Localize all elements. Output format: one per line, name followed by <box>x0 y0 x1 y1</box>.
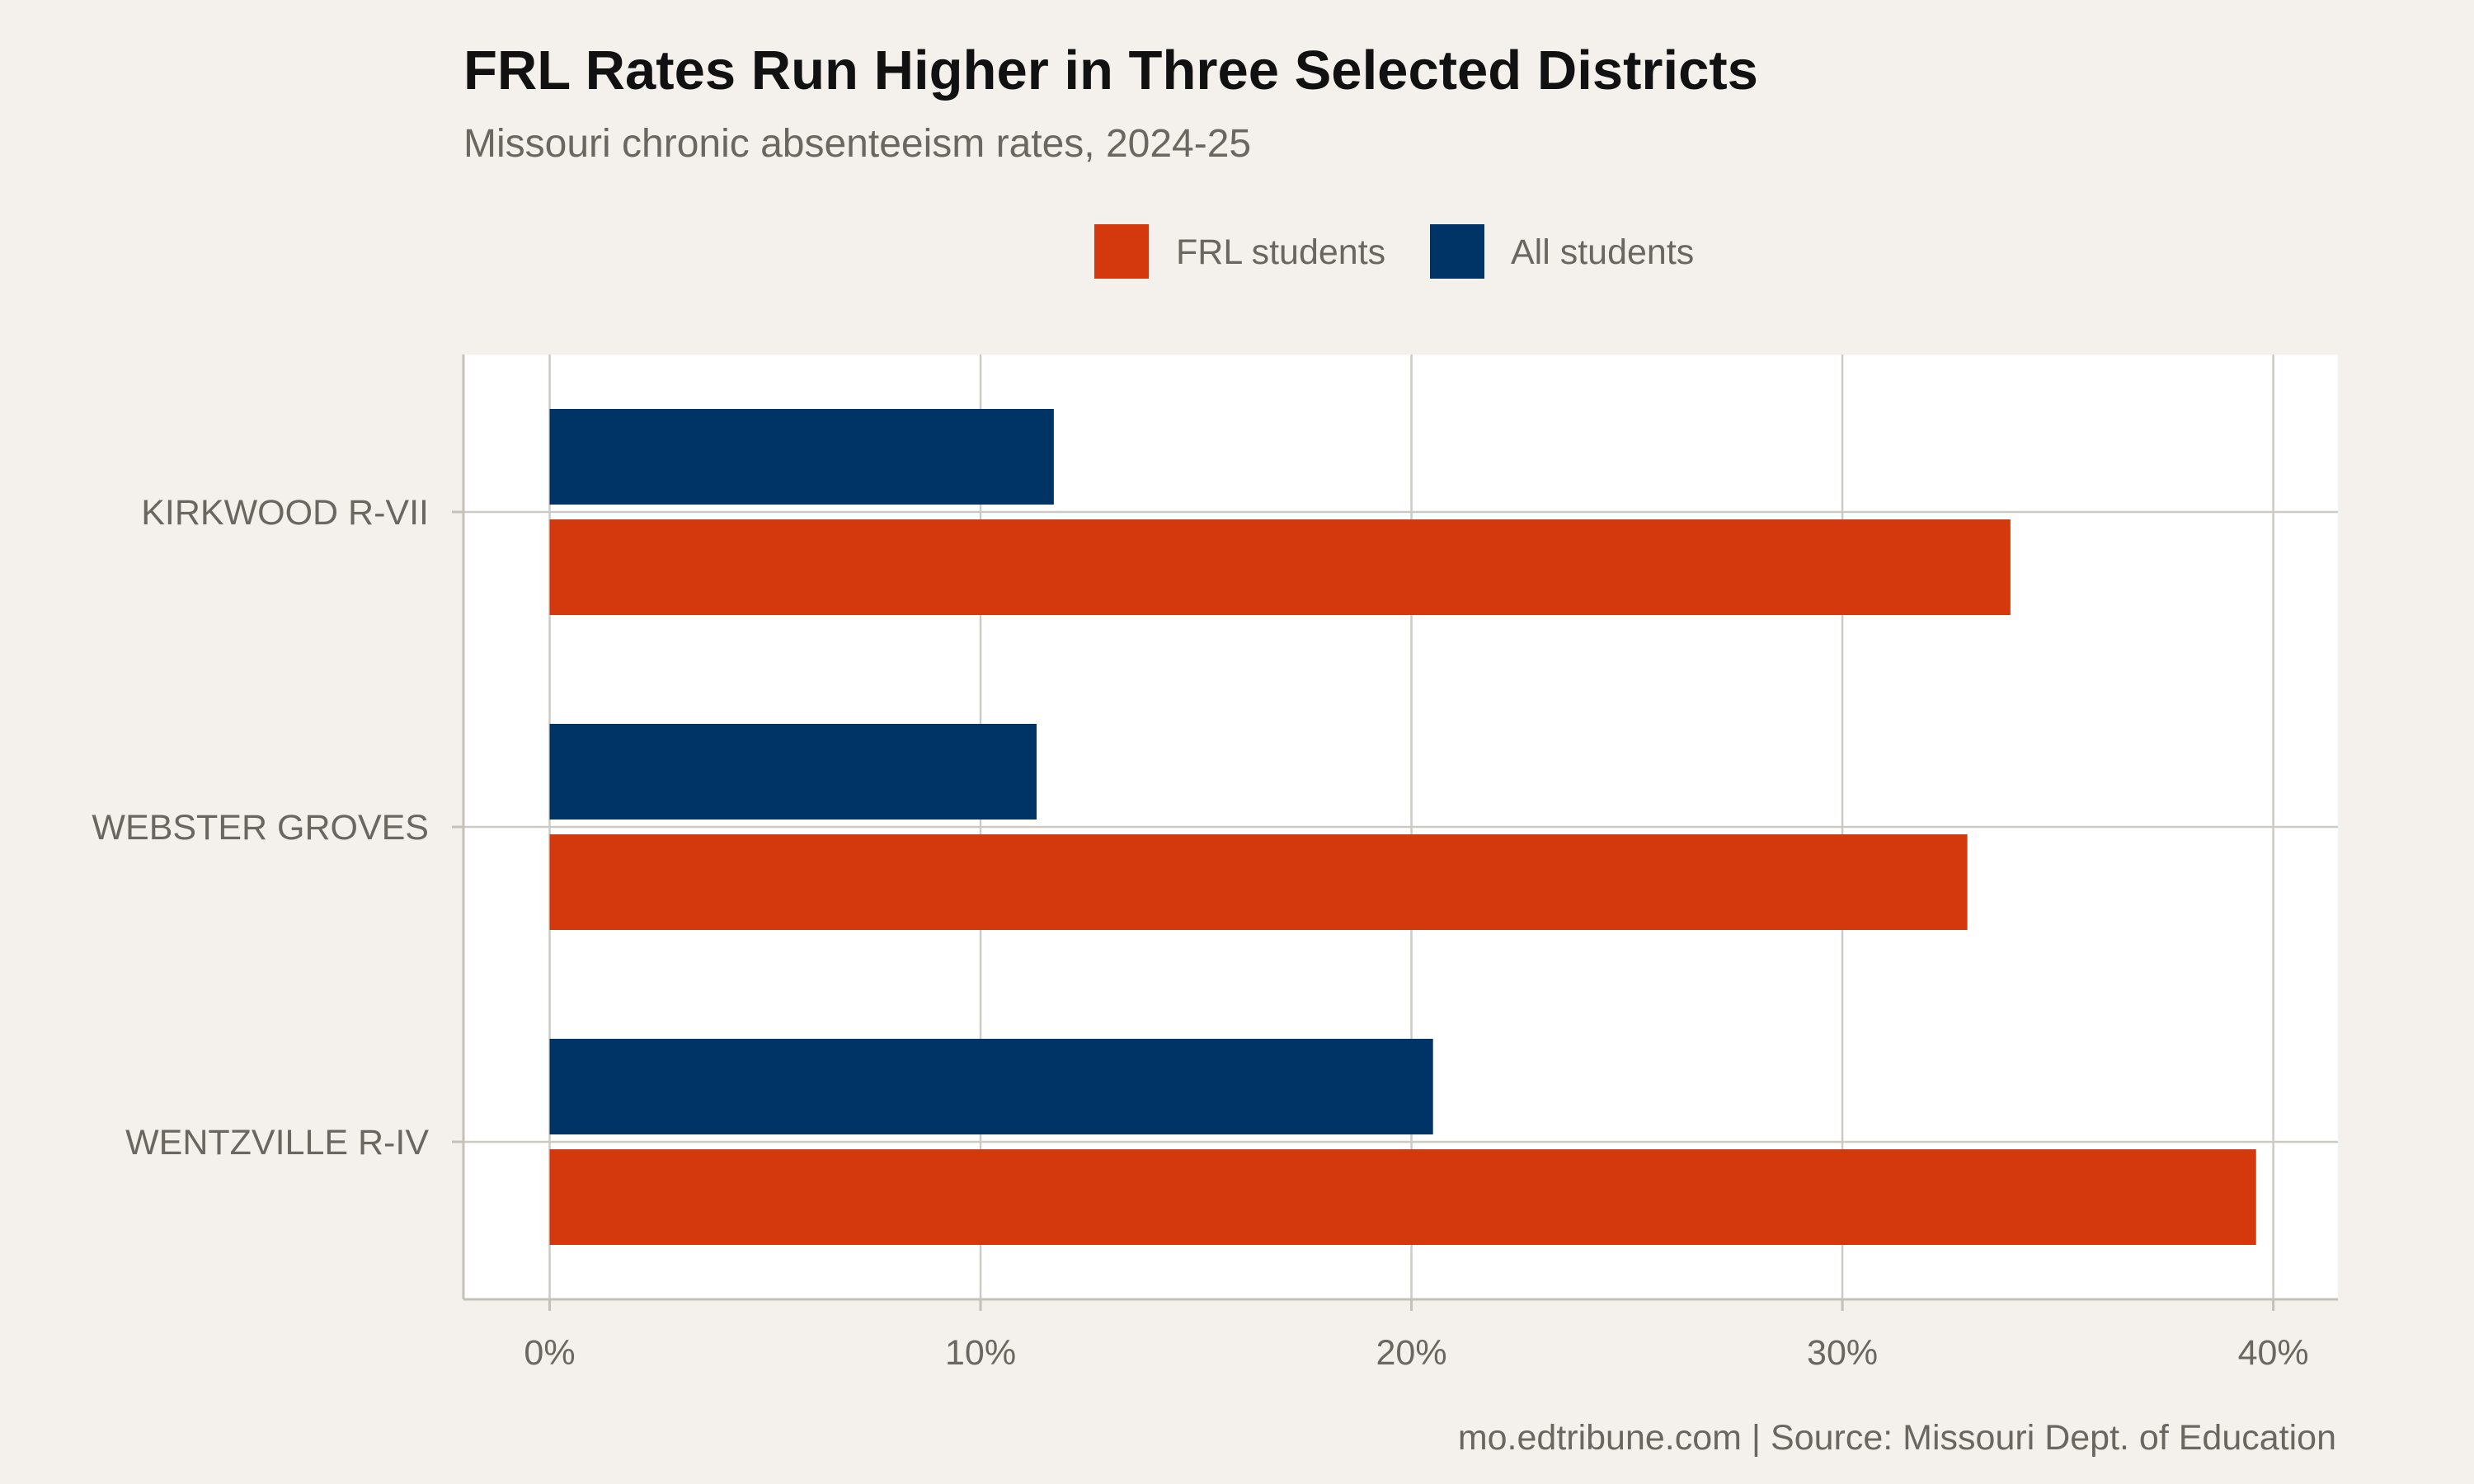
y-category-label: WEBSTER GROVES <box>92 808 429 848</box>
legend-swatch-frl <box>1094 224 1149 279</box>
axes <box>452 355 2338 1311</box>
x-tick-label: 40% <box>2238 1333 2309 1373</box>
chart-caption: mo.edtribune.com | Source: Missouri Dept… <box>1458 1418 2336 1458</box>
bar-all-students <box>549 409 1054 505</box>
bars <box>549 409 2256 1245</box>
chart-title: FRL Rates Run Higher in Three Selected D… <box>463 40 1758 101</box>
axis-labels: 0% 10% 20% 30% 40% KIRKWOOD R-VII WEBSTER GROV… <box>92 493 2308 1373</box>
bar-frl-students <box>549 519 2011 615</box>
legend-swatch-all <box>1430 224 1484 279</box>
bar-all-students <box>549 1039 1433 1134</box>
chart-subtitle: Missouri chronic absenteeism rates, 2024… <box>463 122 1251 166</box>
bar-frl-students <box>549 1149 2256 1245</box>
bar-frl-students <box>549 834 1968 930</box>
x-tick-label: 0% <box>524 1333 575 1373</box>
x-tick-label: 10% <box>945 1333 1016 1373</box>
y-category-label: KIRKWOOD R-VII <box>141 493 429 533</box>
legend-label-frl: FRL students <box>1176 232 1385 272</box>
x-tick-label: 30% <box>1807 1333 1878 1373</box>
y-category-label: WENTZVILLE R-IV <box>125 1123 429 1162</box>
bar-all-students <box>549 724 1037 819</box>
x-tick-label: 20% <box>1376 1333 1447 1373</box>
legend-label-all: All students <box>1511 232 1694 272</box>
gridlines <box>463 355 2338 1299</box>
legend: FRL students All students <box>1094 224 1694 279</box>
